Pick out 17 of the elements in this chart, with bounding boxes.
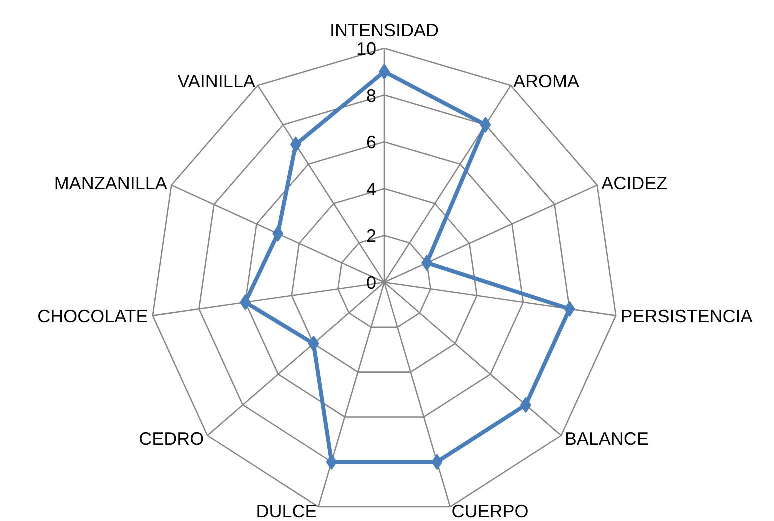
spoke-label: VAINILLA (178, 72, 256, 92)
y-tick-label: 8 (366, 86, 377, 106)
spoke-label: PERSISTENCIA (620, 306, 753, 326)
y-tick-label: 6 (366, 132, 377, 153)
spoke-label: CUERPO (452, 502, 529, 521)
y-tick-label: 10 (356, 39, 377, 59)
spoke-label: ACIDEZ (602, 173, 668, 194)
y-tick-label: 2 (366, 226, 377, 246)
spoke-label: CHOCOLATE (38, 306, 148, 326)
spoke-label: CEDRO (139, 428, 204, 449)
spoke-label: AROMA (514, 72, 580, 92)
spoke-label: MANZANILLA (54, 173, 168, 194)
spoke-label: BALANCE (564, 428, 649, 449)
y-tick-label: 4 (366, 179, 377, 200)
spoke-label: DULCE (256, 502, 318, 521)
spoke-label: INTENSIDAD (330, 20, 440, 40)
y-tick-label: 0 (366, 273, 377, 293)
